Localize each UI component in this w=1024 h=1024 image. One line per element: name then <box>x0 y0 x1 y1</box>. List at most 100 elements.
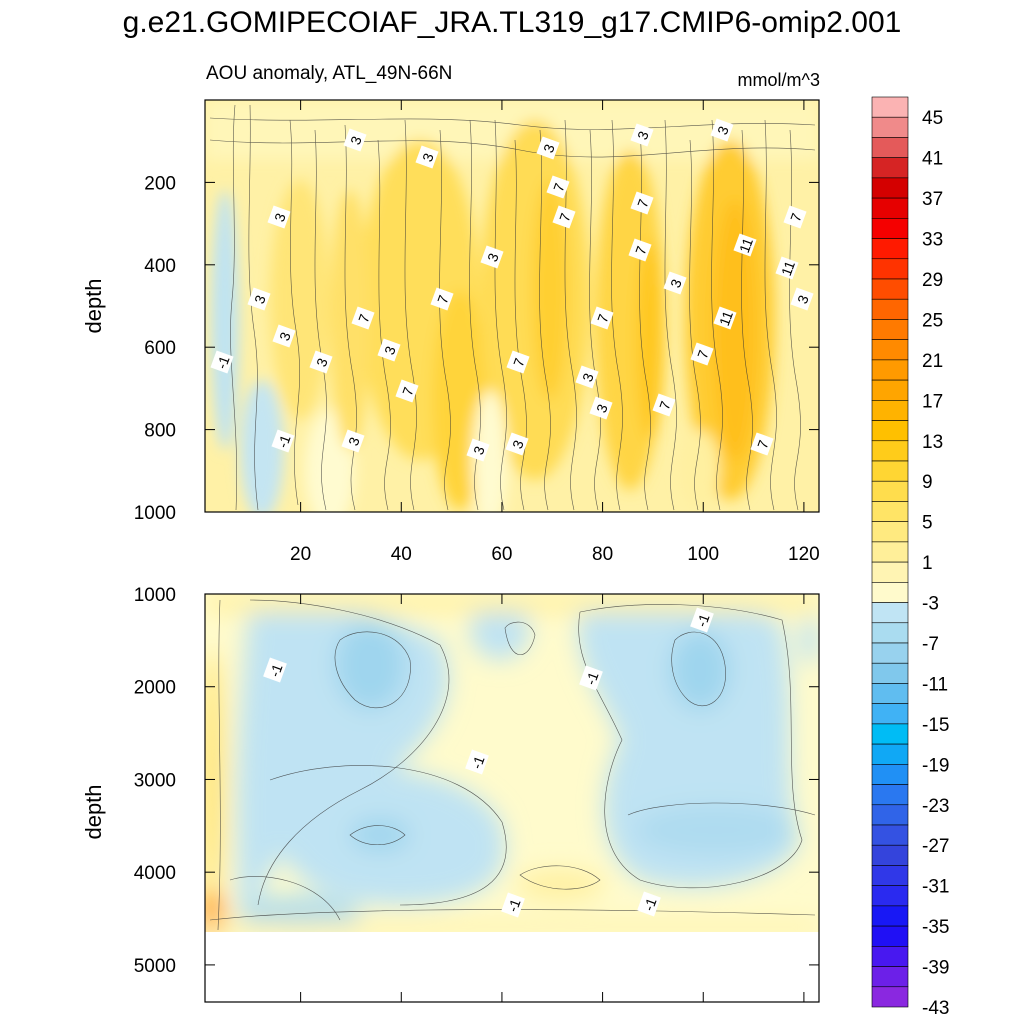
lower-ytick-label: 5000 <box>134 956 176 977</box>
contour-label: 7 <box>690 342 714 366</box>
colorbar-swatch <box>871 683 909 704</box>
svg-text:-1: -1 <box>274 433 293 450</box>
colorbar-swatch <box>871 824 909 846</box>
colorbar-swatch <box>871 218 909 239</box>
colorbar-swatch <box>871 582 909 603</box>
contour-label: 7 <box>590 306 614 330</box>
svg-text:-1: -1 <box>468 754 487 771</box>
colorbar-swatch <box>871 319 909 340</box>
colorbar-label: 1 <box>922 553 933 574</box>
colorbar-swatch <box>871 905 909 927</box>
contour-label: -1 <box>263 657 287 683</box>
contour-label: -1 <box>210 350 234 374</box>
colorbar-swatch <box>871 602 909 624</box>
colorbar-label: -3 <box>922 594 939 615</box>
svg-text:11: 11 <box>736 236 756 255</box>
lower-ytick-label: 3000 <box>134 770 176 791</box>
contour-label: 3 <box>575 365 599 389</box>
colorbar-label: 29 <box>922 270 943 291</box>
contour-label: -1 <box>637 891 661 917</box>
colorbar-swatch <box>871 339 909 361</box>
colorbar-swatch <box>871 177 909 199</box>
contour-label: 7 <box>750 432 774 456</box>
colorbar-label: 17 <box>922 391 943 412</box>
colorbar-label: 41 <box>922 149 943 170</box>
colorbar: 45 41 37 33 29 25 21 17 13 9 5 1 -3 -7 -11 -15 -19 -23 -27… <box>871 96 949 1019</box>
svg-text:11: 11 <box>716 309 736 328</box>
contour-label: 7 <box>351 306 375 330</box>
svg-text:11: 11 <box>778 259 798 278</box>
colorbar-label: -23 <box>922 796 949 817</box>
contour-label: 7 <box>783 205 807 229</box>
lower-y-ticks: 1000 2000 3000 4000 5000 <box>134 585 819 977</box>
chart-title: g.e21.GOMIPECOIAF_JRA.TL319_g17.CMIP6-om… <box>122 6 902 39</box>
contour-label: 7 <box>430 287 454 311</box>
contour-label: 7 <box>552 205 576 229</box>
colorbar-swatch <box>871 116 909 138</box>
upper-field <box>205 100 819 512</box>
colorbar-swatch <box>871 642 909 664</box>
colorbar-label: -15 <box>922 715 949 736</box>
colorbar-swatch <box>871 541 909 563</box>
contour-label: 3 <box>536 136 560 160</box>
svg-text:-1: -1 <box>213 354 232 371</box>
contour-label: 3 <box>790 287 814 311</box>
contour-label: 3 <box>343 128 367 152</box>
contour-label: 3 <box>480 245 504 269</box>
colorbar-swatch <box>871 440 909 462</box>
colorbar-swatch <box>871 885 909 907</box>
colorbar-swatch <box>871 258 909 280</box>
lower-ytick-label: 1000 <box>134 585 176 606</box>
contour-label: -1 <box>465 749 489 775</box>
colorbar-swatch <box>871 137 909 158</box>
upper-ytick-label: 1000 <box>134 503 176 524</box>
contour-label: 3 <box>630 123 654 147</box>
svg-text:-1: -1 <box>504 897 523 914</box>
lower-ytick-label: 4000 <box>134 863 176 884</box>
upper-xtick-label: 100 <box>687 544 719 565</box>
contour-label: 7 <box>628 238 652 262</box>
chart-subtitle: AOU anomaly, ATL_49N-66N <box>206 63 453 84</box>
colorbar-swatch <box>871 986 909 1008</box>
contour-label: 11 <box>713 306 737 330</box>
colorbar-swatch <box>871 764 909 785</box>
contour-label: 3 <box>415 145 439 169</box>
contour-label: -1 <box>271 429 295 453</box>
colorbar-swatch <box>871 157 909 179</box>
colorbar-swatch <box>871 865 909 886</box>
contour-label: 3 <box>466 438 490 462</box>
upper-xtick-label: 120 <box>788 544 820 565</box>
colorbar-label: 5 <box>922 513 933 534</box>
colorbar-swatch <box>871 784 909 806</box>
upper-x-ticks: 20 40 60 80 100 120 <box>290 100 820 565</box>
upper-xtick-label: 20 <box>290 544 311 565</box>
contour-label: 3 <box>710 118 734 142</box>
svg-text:-1: -1 <box>582 670 601 687</box>
colorbar-swatch <box>871 400 909 421</box>
colorbar-swatch <box>871 804 909 826</box>
upper-xtick-label: 60 <box>491 544 512 565</box>
contour-label: 11 <box>733 233 757 257</box>
contour-label: 7 <box>395 379 419 403</box>
upper-ytick-label: 400 <box>144 256 176 277</box>
contour-label: -1 <box>501 892 525 918</box>
contour-label: 3 <box>272 324 296 348</box>
lower-ytick-label: 2000 <box>134 678 176 699</box>
colorbar-swatch <box>871 197 909 219</box>
lower-contour-labels: -1 -1 -1 -1 -1 -1 <box>263 607 714 918</box>
colorbar-swatch <box>871 703 909 725</box>
svg-text:-1: -1 <box>640 896 659 913</box>
contour-label: 3 <box>377 338 401 362</box>
contour-label: 3 <box>589 396 613 420</box>
contour-label: -1 <box>690 607 714 633</box>
colorbar-swatch <box>871 238 909 260</box>
colorbar-label: 37 <box>922 189 943 210</box>
colorbar-swatch <box>871 278 909 300</box>
units-label: mmol/m^3 <box>737 70 820 90</box>
upper-xtick-label: 40 <box>391 544 412 565</box>
contour-label: 3 <box>267 205 291 229</box>
colorbar-swatch <box>871 723 909 745</box>
upper-ytick-label: 800 <box>144 421 176 442</box>
